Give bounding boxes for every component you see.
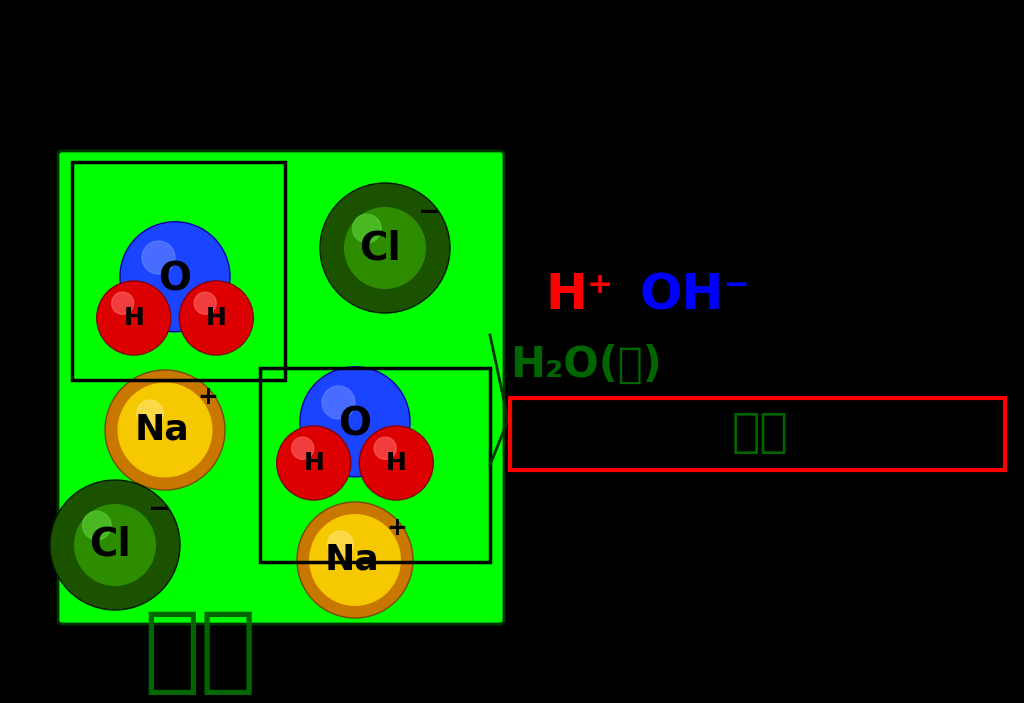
Text: H: H — [386, 451, 407, 475]
Circle shape — [322, 386, 355, 419]
Text: OH⁻: OH⁻ — [640, 271, 751, 319]
Circle shape — [328, 531, 353, 557]
Text: H: H — [206, 306, 226, 330]
Circle shape — [137, 400, 163, 427]
Circle shape — [50, 480, 180, 610]
Bar — [260, 368, 490, 562]
Circle shape — [112, 292, 134, 314]
Text: Na: Na — [325, 543, 380, 577]
Circle shape — [142, 241, 175, 274]
Circle shape — [75, 505, 156, 586]
Text: 中性: 中性 — [143, 606, 257, 698]
Circle shape — [297, 502, 413, 618]
Text: H: H — [303, 451, 325, 475]
Circle shape — [309, 515, 400, 605]
Text: H: H — [123, 306, 144, 330]
Circle shape — [195, 292, 216, 314]
Circle shape — [345, 207, 425, 288]
Circle shape — [352, 214, 381, 243]
Bar — [510, 398, 1005, 470]
Circle shape — [83, 511, 111, 540]
Text: −: − — [418, 198, 440, 226]
Text: Cl: Cl — [359, 229, 400, 267]
Circle shape — [96, 281, 171, 355]
Circle shape — [359, 426, 433, 500]
Circle shape — [300, 367, 410, 477]
Text: Na: Na — [134, 413, 189, 447]
Circle shape — [319, 183, 450, 313]
Circle shape — [276, 426, 351, 500]
Bar — [72, 162, 285, 380]
FancyBboxPatch shape — [58, 151, 504, 624]
Circle shape — [118, 383, 212, 477]
Text: +: + — [386, 516, 408, 540]
Text: 中性: 中性 — [731, 411, 788, 456]
Circle shape — [105, 370, 225, 490]
Text: Cl: Cl — [89, 526, 131, 564]
Text: H⁺: H⁺ — [545, 271, 613, 319]
Text: O: O — [159, 261, 191, 299]
Circle shape — [120, 221, 230, 332]
Text: H₂O(水): H₂O(水) — [510, 344, 662, 386]
Circle shape — [292, 437, 313, 459]
Text: O: O — [339, 406, 372, 444]
Circle shape — [179, 281, 253, 355]
Circle shape — [374, 437, 396, 459]
Text: −: − — [147, 495, 171, 523]
Text: +: + — [198, 385, 219, 409]
